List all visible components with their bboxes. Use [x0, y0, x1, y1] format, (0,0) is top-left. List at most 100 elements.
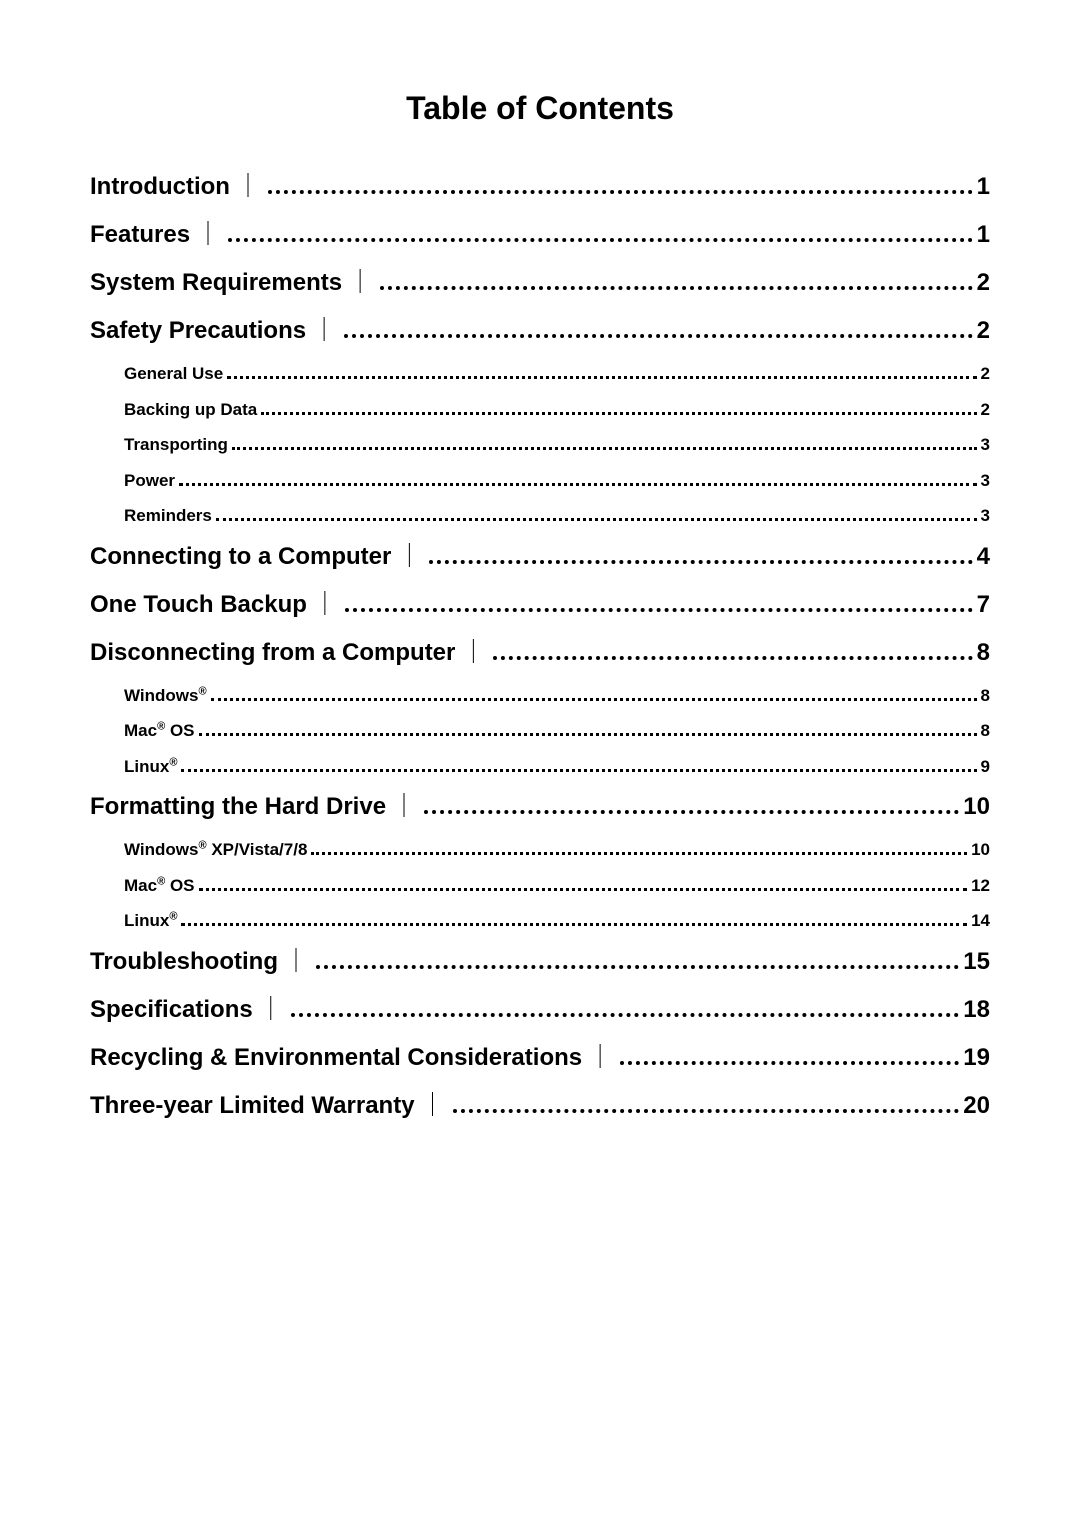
- toc-entry-label: Introduction: [90, 169, 230, 205]
- toc-entry-bar: ｜: [259, 992, 283, 1028]
- toc-leader: [181, 769, 976, 772]
- toc-entry-bar: ｜: [313, 587, 337, 623]
- toc-entry-bar: ｜: [461, 635, 485, 671]
- toc-entry-page: 10: [963, 789, 990, 825]
- toc-entry-bar: ｜: [421, 1088, 445, 1124]
- toc-entry-bar: ｜: [196, 217, 220, 253]
- toc-leader: [181, 923, 967, 926]
- toc-entry-bar: ｜: [284, 944, 308, 980]
- toc-entry-label: Connecting to a Computer: [90, 539, 391, 575]
- toc-entry-page: 2: [981, 397, 990, 423]
- toc-entry-label: Specifications: [90, 992, 253, 1028]
- toc-leader: [316, 965, 959, 969]
- toc-entry-label: Mac® OS: [124, 718, 195, 744]
- toc-entry-label: Formatting the Hard Drive: [90, 789, 386, 825]
- toc-entry-label: Troubleshooting: [90, 944, 278, 980]
- toc-entry-sub: Linux® 14: [124, 908, 990, 934]
- toc-leader: [380, 286, 973, 290]
- toc-entry-main: Formatting the Hard Drive｜ 10: [90, 789, 990, 825]
- toc-entry-main: System Requirements｜ 2: [90, 265, 990, 301]
- toc-entry-main: Safety Precautions｜ 2: [90, 313, 990, 349]
- registered-mark: ®: [157, 720, 165, 732]
- toc-entry-page: 12: [971, 873, 990, 899]
- toc-leader: [216, 518, 977, 521]
- toc-entry-sub: Reminders 3: [124, 503, 990, 529]
- toc-leader: [179, 483, 977, 486]
- toc-entry-suffix: XP/Vista/7/8: [207, 840, 308, 859]
- registered-mark: ®: [169, 756, 177, 768]
- registered-mark: ®: [157, 875, 165, 887]
- toc-entry-page: 20: [963, 1088, 990, 1124]
- toc-entry-main: Specifications｜ 18: [90, 992, 990, 1028]
- toc-entry-page: 8: [977, 635, 990, 671]
- toc-leader: [424, 810, 959, 814]
- toc-entry-label: Three-year Limited Warranty: [90, 1088, 415, 1124]
- toc-entry-main: Recycling & Environmental Considerations…: [90, 1040, 990, 1076]
- toc-entry-label: Linux®: [124, 754, 177, 780]
- toc-entry-page: 19: [963, 1040, 990, 1076]
- toc-entry-main: Troubleshooting｜ 15: [90, 944, 990, 980]
- registered-mark: ®: [169, 910, 177, 922]
- toc-leader: [261, 412, 976, 415]
- toc-leader: [453, 1109, 960, 1113]
- toc-entry-page: 3: [981, 432, 990, 458]
- toc-entry-label: Power: [124, 468, 175, 494]
- toc-entry-main: Three-year Limited Warranty｜ 20: [90, 1088, 990, 1124]
- toc-entry-bar: ｜: [392, 789, 416, 825]
- toc-entry-label: General Use: [124, 361, 223, 387]
- toc-entry-page: 2: [977, 313, 990, 349]
- toc-entry-sub: Mac® OS 12: [124, 873, 990, 899]
- registered-mark: ®: [198, 685, 206, 697]
- toc-entry-suffix: OS: [165, 876, 194, 895]
- toc-entry-bar: ｜: [312, 313, 336, 349]
- toc-entry-sub: Backing up Data 2: [124, 397, 990, 423]
- toc-leader: [227, 376, 976, 379]
- toc-leader: [344, 334, 973, 338]
- toc-leader: [232, 447, 977, 450]
- toc-entry-label: One Touch Backup: [90, 587, 307, 623]
- toc-entry-label: Features: [90, 217, 190, 253]
- toc-entry-label: Reminders: [124, 503, 212, 529]
- toc-entry-page: 10: [971, 837, 990, 863]
- toc-entry-page: 8: [981, 683, 990, 709]
- toc-leader: [493, 656, 972, 660]
- toc-entry-page: 15: [963, 944, 990, 980]
- toc-entry-label: Safety Precautions: [90, 313, 306, 349]
- toc-entry-page: 2: [981, 361, 990, 387]
- toc-leader: [345, 608, 973, 612]
- toc-entry-page: 1: [977, 217, 990, 253]
- toc-entry-page: 18: [963, 992, 990, 1028]
- toc-entry-sub: Transporting3: [124, 432, 990, 458]
- toc-entry-page: 14: [971, 908, 990, 934]
- toc-entry-label: Windows®: [124, 683, 207, 709]
- toc-entry-page: 1: [977, 169, 990, 205]
- toc-leader: [620, 1061, 959, 1065]
- toc-entry-sub: Mac® OS 8: [124, 718, 990, 744]
- toc-entry-page: 4: [977, 539, 990, 575]
- toc-entry-suffix: OS: [165, 721, 194, 740]
- toc-entry-page: 8: [981, 718, 990, 744]
- toc-entry-bar: ｜: [397, 539, 421, 575]
- toc-entry-page: 2: [977, 265, 990, 301]
- toc-entry-page: 7: [977, 587, 990, 623]
- toc-entry-label: System Requirements: [90, 265, 342, 301]
- toc-entry-main: Disconnecting from a Computer｜8: [90, 635, 990, 671]
- toc-entry-sub: Windows® 8: [124, 683, 990, 709]
- toc-entry-main: Features｜ 1: [90, 217, 990, 253]
- toc-list: Introduction｜1Features｜1System Requireme…: [90, 169, 990, 1124]
- toc-entry-page: 3: [981, 503, 990, 529]
- toc-leader: [311, 852, 967, 855]
- toc-entry-sub: Linux® 9: [124, 754, 990, 780]
- toc-leader: [211, 698, 977, 701]
- toc-entry-label: Windows® XP/Vista/7/8: [124, 837, 307, 863]
- toc-leader: [228, 238, 973, 242]
- toc-entry-main: Connecting to a Computer｜ 4: [90, 539, 990, 575]
- toc-entry-label: Backing up Data: [124, 397, 257, 423]
- toc-entry-label: Mac® OS: [124, 873, 195, 899]
- toc-entry-page: 9: [981, 754, 990, 780]
- toc-entry-bar: ｜: [348, 265, 372, 301]
- toc-title: Table of Contents: [90, 90, 990, 127]
- toc-entry-sub: Power3: [124, 468, 990, 494]
- toc-entry-label: Recycling & Environmental Considerations: [90, 1040, 582, 1076]
- toc-entry-label: Linux®: [124, 908, 177, 934]
